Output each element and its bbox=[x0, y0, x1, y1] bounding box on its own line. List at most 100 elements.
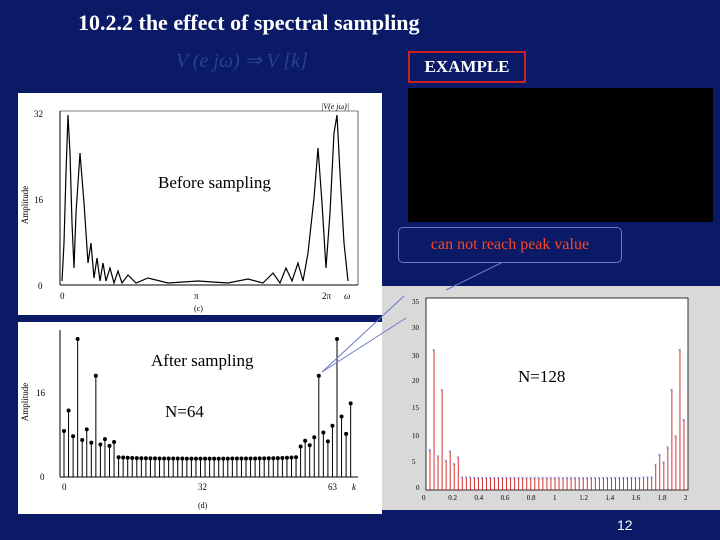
n128-marker: × bbox=[630, 476, 633, 482]
stem-marker bbox=[216, 456, 221, 461]
n128-marker: × bbox=[646, 476, 649, 482]
stem-marker bbox=[112, 440, 117, 445]
n128-ytick-15: 15 bbox=[412, 404, 420, 412]
n128-ytick-35: 35 bbox=[412, 298, 420, 306]
n128-xtick: 0.4 bbox=[474, 494, 483, 502]
stem-marker bbox=[184, 456, 189, 461]
n128-marker: × bbox=[626, 476, 629, 482]
n128-marker: × bbox=[484, 476, 487, 482]
stem-marker bbox=[221, 456, 226, 461]
n128-marker: × bbox=[585, 476, 588, 482]
formula: V (e jω) ⇒ V [k] bbox=[176, 50, 308, 72]
stem-marker bbox=[262, 456, 267, 461]
n128-marker: × bbox=[444, 459, 447, 465]
before-xtick-0: 0 bbox=[60, 291, 65, 301]
n128-marker: × bbox=[440, 388, 443, 394]
n128-xticks: 0 0.2 0.4 0.6 0.8 1 1.2 1.4 1.6 1.8 2 bbox=[422, 494, 688, 502]
n128-marker: × bbox=[597, 476, 600, 482]
n128-marker: × bbox=[622, 476, 625, 482]
n128-marker: × bbox=[638, 476, 641, 482]
n128-marker: × bbox=[654, 463, 657, 469]
stem-marker bbox=[98, 442, 103, 447]
stem-marker bbox=[102, 437, 107, 442]
n128-marker: × bbox=[509, 476, 512, 482]
n128-marker: × bbox=[593, 476, 596, 482]
n128-marker: × bbox=[617, 476, 620, 482]
n128-ytick-30: 30 bbox=[412, 352, 420, 360]
n128-marker: × bbox=[472, 476, 475, 482]
stem-marker bbox=[171, 456, 176, 461]
n128-marker: × bbox=[557, 476, 560, 482]
n128-xtick: 2 bbox=[684, 494, 688, 502]
n128-ytick-20: 20 bbox=[412, 377, 420, 385]
stem-marker bbox=[234, 456, 239, 461]
after-stem-plot bbox=[62, 337, 353, 477]
n128-marker: × bbox=[634, 476, 637, 482]
n128-marker: × bbox=[561, 476, 564, 482]
n128-marker: × bbox=[601, 476, 604, 482]
stem-marker bbox=[284, 455, 289, 460]
n128-xtick: 0 bbox=[422, 494, 426, 502]
n128-ytick-0: 0 bbox=[416, 484, 420, 492]
n128-marker: × bbox=[565, 476, 568, 482]
n128-marker: × bbox=[497, 476, 500, 482]
stem-marker bbox=[180, 456, 185, 461]
stem-marker bbox=[125, 455, 130, 460]
stem-marker bbox=[298, 444, 303, 449]
n128-xtick: 0.2 bbox=[448, 494, 457, 502]
callout-peak-value: can not reach peak value bbox=[398, 227, 622, 263]
n128-marker: × bbox=[452, 462, 455, 468]
stem-marker bbox=[121, 455, 126, 460]
stem-marker bbox=[80, 437, 85, 442]
stem-marker bbox=[344, 431, 349, 436]
n128-xtick: 1.8 bbox=[658, 494, 667, 502]
plot-after-svg: 16 0 Amplitude 0 32 63 k (d) bbox=[20, 330, 358, 510]
before-spectrum-curve bbox=[61, 114, 349, 286]
stem-marker bbox=[153, 456, 157, 461]
stem-marker bbox=[93, 373, 98, 378]
n128-xtick: 1 bbox=[553, 494, 557, 502]
stem-marker bbox=[321, 430, 326, 435]
after-ytick-0: 0 bbox=[40, 472, 45, 482]
page-number: 12 bbox=[617, 517, 633, 533]
stem-marker bbox=[66, 408, 71, 413]
stem-marker bbox=[248, 456, 253, 461]
n128-marker: × bbox=[521, 476, 524, 482]
stem-marker bbox=[289, 455, 294, 460]
n128-marker: × bbox=[609, 476, 612, 482]
n128-marker: × bbox=[589, 476, 592, 482]
before-curve-label: |V(e jω)| bbox=[321, 102, 349, 111]
stem-marker bbox=[203, 456, 208, 461]
n128-marker: × bbox=[432, 348, 435, 354]
n128-marker: × bbox=[529, 476, 532, 482]
n128-marker: × bbox=[682, 418, 685, 424]
stem-marker bbox=[75, 337, 80, 341]
stem-marker bbox=[143, 456, 148, 461]
n128-marker: × bbox=[460, 475, 463, 481]
n128-marker: × bbox=[553, 476, 556, 482]
n128-ytick-10: 10 bbox=[412, 432, 420, 440]
n128-marker: × bbox=[428, 448, 431, 454]
after-caption: (d) bbox=[198, 501, 208, 510]
stem-marker bbox=[230, 456, 235, 461]
stem-marker bbox=[62, 429, 66, 433]
before-sampling-label: Before sampling bbox=[155, 172, 274, 194]
n128-marker: × bbox=[456, 456, 459, 462]
stem-marker bbox=[275, 456, 280, 461]
n128-stem-plot: ××××××××× × × × × × × × × × × × × × × × × × × × × × × × × × × × × × × ×… bbox=[428, 348, 685, 490]
n128-marker: × bbox=[678, 348, 681, 354]
after-xvar: k bbox=[352, 482, 357, 492]
n128-marker: × bbox=[517, 476, 520, 482]
n128-marker: × bbox=[541, 476, 544, 482]
n128-marker: × bbox=[577, 476, 580, 482]
stem-marker bbox=[166, 456, 171, 461]
n128-xtick: 0.6 bbox=[501, 494, 510, 502]
n128-marker: × bbox=[533, 476, 536, 482]
n128-xtick: 0.8 bbox=[527, 494, 536, 502]
stem-marker bbox=[244, 456, 248, 461]
before-caption: (c) bbox=[194, 304, 203, 313]
n128-ytick-30-top: 30 bbox=[412, 324, 420, 332]
stem-marker bbox=[348, 401, 353, 406]
n128-marker: × bbox=[549, 476, 552, 482]
stem-marker bbox=[198, 456, 203, 461]
